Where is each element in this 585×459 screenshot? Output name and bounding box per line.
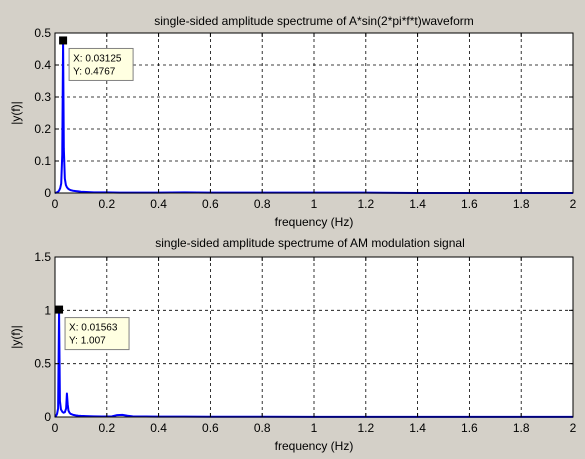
bottom-xtick-label: 0.4 — [150, 421, 167, 435]
bottom-xtick-label: 1.6 — [461, 421, 478, 435]
top-xtick-label: 1 — [311, 197, 318, 211]
bottom-ytick-label: 1.5 — [34, 250, 51, 264]
top-ylabel: |y(f)| — [9, 101, 23, 125]
top-datatip-marker[interactable] — [59, 36, 68, 45]
top-plot-title: single-sided amplitude spectrume of A*si… — [154, 14, 473, 28]
bottom-datatip-box[interactable] — [64, 317, 130, 351]
bottom-ytick-label: 0.5 — [34, 357, 51, 371]
bottom-xtick-label: 1.8 — [513, 421, 530, 435]
top-ytick-label: 0.5 — [34, 26, 51, 40]
top-xtick-label: 0 — [52, 197, 59, 211]
top-ytick-label: 0.2 — [34, 122, 51, 136]
top-ytick-label: 0.4 — [34, 58, 51, 72]
top-datatip-box[interactable] — [68, 47, 134, 81]
top-ytick-label: 0 — [44, 186, 51, 200]
bottom-datatip-y: Y: 1.007 — [69, 336, 106, 347]
top-xlabel: frequency (Hz) — [275, 215, 354, 229]
bottom-datatip-x: X: 0.01563 — [69, 323, 118, 334]
top-ytick-label: 0.1 — [34, 154, 51, 168]
top-ytick-label: 0.3 — [34, 90, 51, 104]
bottom-xtick-label: 0.6 — [202, 421, 219, 435]
bottom-xtick-label: 0.8 — [254, 421, 271, 435]
top-xtick-label: 1.6 — [461, 197, 478, 211]
top-xtick-label: 1.4 — [409, 197, 426, 211]
bottom-xlabel: frequency (Hz) — [275, 439, 354, 453]
bottom-xtick-label: 2 — [570, 421, 577, 435]
top-xtick-label: 0.2 — [98, 197, 115, 211]
bottom-ytick-label: 0 — [44, 410, 51, 424]
top-xtick-label: 0.6 — [202, 197, 219, 211]
bottom-ylabel: |y(f)| — [9, 325, 23, 349]
bottom-plot-title: single-sided amplitude spectrume of AM m… — [155, 236, 465, 250]
top-xtick-label: 0.8 — [254, 197, 271, 211]
bottom-xtick-label: 1.2 — [357, 421, 374, 435]
bottom-datatip-marker[interactable] — [55, 305, 64, 314]
top-xtick-label: 1.8 — [513, 197, 530, 211]
bottom-subplot[interactable]: single-sided amplitude spectrume of AM m… — [9, 236, 577, 453]
top-datatip-x: X: 0.03125 — [73, 53, 122, 64]
bottom-xtick-label: 1 — [311, 421, 318, 435]
top-subplot[interactable]: single-sided amplitude spectrume of A*si… — [9, 14, 577, 229]
top-xtick-label: 0.4 — [150, 197, 167, 211]
top-datatip-y: Y: 0.4767 — [73, 66, 116, 77]
bottom-ytick-label: 1 — [44, 303, 51, 317]
top-xtick-label: 1.2 — [357, 197, 374, 211]
bottom-xtick-label: 0 — [52, 421, 59, 435]
bottom-xtick-label: 1.4 — [409, 421, 426, 435]
top-xtick-label: 2 — [570, 197, 577, 211]
bottom-xtick-label: 0.2 — [98, 421, 115, 435]
